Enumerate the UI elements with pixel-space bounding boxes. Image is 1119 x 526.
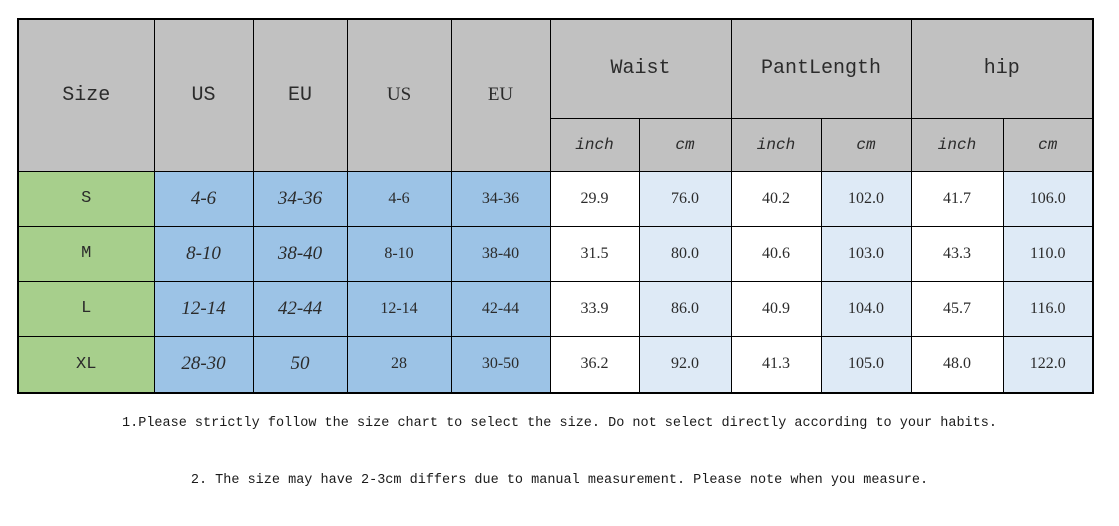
cell-waist-cm: 92.0	[638, 335, 732, 394]
cell-eu-2: 42-44	[450, 280, 551, 337]
cell-waist-cm: 80.0	[638, 225, 732, 282]
cell-hip-inch: 48.0	[910, 335, 1004, 394]
table-row-s: S 4-6 34-36 4-6 34-36 29.9 76.0 40.2 102…	[17, 170, 1094, 227]
footer-notes: 1.Please strictly follow the size chart …	[0, 392, 1119, 488]
cell-pantlength-cm: 104.0	[820, 280, 912, 337]
subheader-pantlength-cm: cm	[820, 117, 912, 172]
table-row-xl: XL 28-30 50 28 30-50 36.2 92.0 41.3 105.…	[17, 335, 1094, 394]
cell-waist-cm: 76.0	[638, 170, 732, 227]
header-cell-hip: hip	[910, 18, 1094, 119]
cell-waist-inch: 31.5	[549, 225, 640, 282]
cell-eu-2: 38-40	[450, 225, 551, 282]
size-label: L	[17, 280, 155, 337]
subheader-hip-inch: inch	[910, 117, 1004, 172]
header-cell-waist: Waist	[549, 18, 732, 119]
cell-pantlength-cm: 102.0	[820, 170, 912, 227]
header-cell-us-2-label: US	[386, 84, 412, 106]
header-cell-us-2: US	[346, 18, 452, 172]
subheader-hip-cm: cm	[1002, 117, 1094, 172]
size-chart-table: Size US EU US EU Waist PantLength hip in…	[17, 18, 1094, 394]
note-1: 1.Please strictly follow the size chart …	[122, 416, 997, 431]
size-label: XL	[17, 335, 155, 394]
cell-waist-inch: 33.9	[549, 280, 640, 337]
cell-waist-inch: 36.2	[549, 335, 640, 394]
cell-eu-1: 38-40	[252, 225, 348, 282]
cell-hip-cm: 106.0	[1002, 170, 1094, 227]
cell-us-1: 12-14	[153, 280, 254, 337]
size-label: M	[17, 225, 155, 282]
size-label: S	[17, 170, 155, 227]
cell-waist-inch: 29.9	[549, 170, 640, 227]
subheader-waist-inch: inch	[549, 117, 640, 172]
header-cell-size: Size	[17, 18, 155, 172]
subheader-pantlength-inch: inch	[730, 117, 822, 172]
cell-eu-2: 34-36	[450, 170, 551, 227]
cell-us-2: 12-14	[346, 280, 452, 337]
cell-pantlength-inch: 40.9	[730, 280, 822, 337]
cell-eu-1: 34-36	[252, 170, 348, 227]
cell-us-1: 28-30	[153, 335, 254, 394]
cell-hip-inch: 43.3	[910, 225, 1004, 282]
header-row-1: Size US EU US EU Waist PantLength hip	[17, 18, 1094, 172]
cell-us-1: 4-6	[153, 170, 254, 227]
cell-pantlength-inch: 40.2	[730, 170, 822, 227]
cell-waist-cm: 86.0	[638, 280, 732, 337]
table-row-l: L 12-14 42-44 12-14 42-44 33.9 86.0 40.9…	[17, 280, 1094, 337]
note-2: 2. The size may have 2-3cm differs due t…	[190, 473, 929, 488]
header-cell-pantlength: PantLength	[730, 18, 912, 119]
cell-us-2: 8-10	[346, 225, 452, 282]
cell-us-1: 8-10	[153, 225, 254, 282]
cell-pantlength-inch: 40.6	[730, 225, 822, 282]
cell-us-2: 28	[346, 335, 452, 394]
header-cell-eu-2: EU	[450, 18, 551, 172]
cell-pantlength-inch: 41.3	[730, 335, 822, 394]
cell-eu-2: 30-50	[450, 335, 551, 394]
header-cell-eu-2-label: EU	[487, 84, 514, 106]
cell-hip-cm: 116.0	[1002, 280, 1094, 337]
header-cell-us-1: US	[153, 18, 254, 172]
header-row-2: inch cm inch cm inch cm	[18, 117, 1094, 172]
cell-eu-1: 50	[252, 335, 348, 394]
cell-hip-inch: 41.7	[910, 170, 1004, 227]
cell-hip-cm: 122.0	[1002, 335, 1094, 394]
cell-hip-cm: 110.0	[1002, 225, 1094, 282]
cell-pantlength-cm: 103.0	[820, 225, 912, 282]
cell-pantlength-cm: 105.0	[820, 335, 912, 394]
header-cell-eu-1: EU	[252, 18, 348, 172]
table-row-m: M 8-10 38-40 8-10 38-40 31.5 80.0 40.6 1…	[17, 225, 1094, 282]
cell-hip-inch: 45.7	[910, 280, 1004, 337]
cell-us-2: 4-6	[346, 170, 452, 227]
cell-eu-1: 42-44	[252, 280, 348, 337]
subheader-waist-cm: cm	[638, 117, 732, 172]
